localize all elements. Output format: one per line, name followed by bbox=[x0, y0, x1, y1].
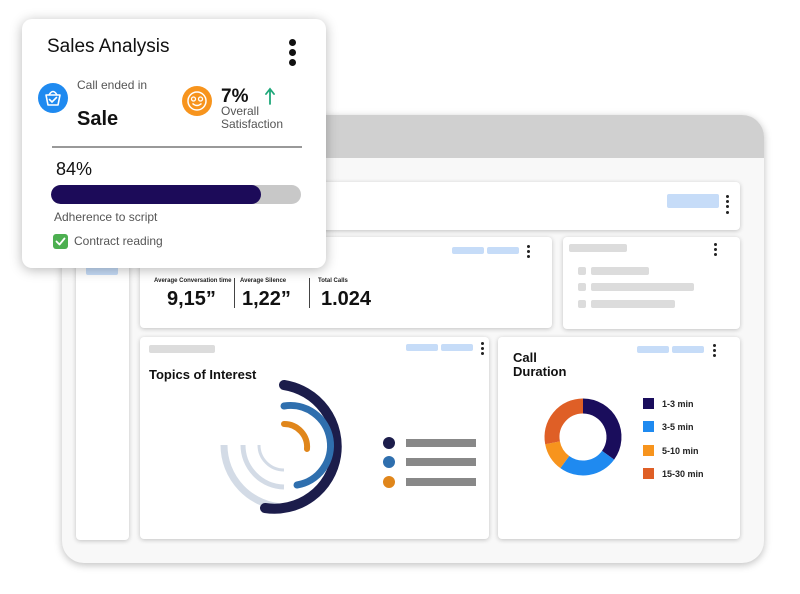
topics-legend bbox=[383, 437, 476, 488]
topics-legend-bar-3 bbox=[406, 478, 476, 486]
call-duration-title-line2: Duration bbox=[513, 364, 567, 379]
satisfaction-label: Overall Satisfaction bbox=[221, 104, 284, 131]
donut-slice-3 bbox=[545, 440, 570, 469]
list-line-3 bbox=[591, 300, 675, 308]
list-bullet-2 bbox=[578, 283, 586, 291]
legend-label-2: 3-5 min bbox=[662, 422, 694, 432]
list-header-placeholder bbox=[569, 244, 627, 252]
adherence-label: Adherence to script bbox=[54, 210, 158, 224]
call-duration-title-line1: Call bbox=[513, 350, 537, 365]
arrow-up-icon bbox=[265, 87, 275, 105]
topics-radial-chart bbox=[220, 380, 476, 514]
legend-swatch-3 bbox=[643, 445, 654, 456]
topics-menu-icon[interactable] bbox=[481, 342, 485, 357]
stats-menu-icon[interactable] bbox=[527, 245, 531, 260]
call-status-label: Call ended in bbox=[77, 78, 148, 92]
sidebar-panel bbox=[76, 240, 129, 540]
sales-analysis-title: Sales Analysis bbox=[47, 36, 170, 57]
list-line-1 bbox=[591, 267, 649, 275]
call-duration-donut-chart bbox=[544, 398, 622, 476]
call-result: Sale bbox=[77, 108, 119, 130]
legend-label-1: 1-3 min bbox=[662, 399, 694, 409]
topics-arc-outer bbox=[260, 380, 342, 514]
adherence-progress-track bbox=[51, 185, 301, 204]
legend-swatch-1 bbox=[643, 398, 654, 409]
sidebar-active-item[interactable] bbox=[86, 265, 118, 275]
topics-placeholder-chip-2 bbox=[441, 344, 473, 351]
topics-placeholder-chip-1 bbox=[406, 344, 438, 351]
duration-placeholder-chip-1 bbox=[637, 346, 669, 353]
topics-header-placeholder bbox=[149, 345, 215, 353]
list-bullet-3 bbox=[578, 300, 586, 308]
donut-slice-4 bbox=[544, 398, 584, 445]
shopping-basket-icon bbox=[38, 83, 68, 113]
list-line-2 bbox=[591, 283, 694, 291]
total-calls-value: 1.024 bbox=[321, 288, 372, 310]
donut-slice-2 bbox=[560, 450, 615, 476]
legend-label-4: 15-30 min bbox=[662, 469, 704, 479]
avg-silence-label: Average Silence bbox=[240, 278, 287, 284]
card-menu-icon[interactable] bbox=[289, 39, 297, 66]
contract-reading-label: Contract reading bbox=[74, 234, 163, 248]
checkmark-icon bbox=[55, 237, 66, 246]
list-panel bbox=[563, 237, 740, 329]
topics-arc-inner bbox=[281, 420, 311, 452]
avg-silence-value: 1,22” bbox=[242, 288, 291, 310]
legend-swatch-2 bbox=[643, 421, 654, 432]
total-calls-label: Total Calls bbox=[318, 278, 348, 284]
stats-divider-2 bbox=[309, 278, 310, 308]
donut-slice-1 bbox=[582, 398, 622, 460]
adherence-value: 84% bbox=[56, 159, 93, 179]
avg-conversation-label: Average Conversation time bbox=[154, 278, 232, 284]
sales-analysis-card: Sales Analysis Call ended in Sale 7% Ove… bbox=[22, 19, 326, 268]
topics-legend-dot-1 bbox=[383, 437, 395, 449]
topics-panel: Topics of Interest bbox=[140, 337, 489, 539]
duration-menu-icon[interactable] bbox=[713, 344, 717, 359]
topics-legend-bar-1 bbox=[406, 439, 476, 447]
topics-arc-group bbox=[220, 380, 342, 514]
stats-placeholder-chip-2 bbox=[487, 247, 519, 254]
contract-reading-checkbox[interactable] bbox=[53, 234, 68, 249]
adherence-progress-fill bbox=[51, 185, 261, 204]
stats-placeholder-chip-1 bbox=[452, 247, 484, 254]
call-duration-panel: Call Duration 1-3 min 3-5 min 5-10 min 1… bbox=[498, 337, 740, 539]
topics-arc-inner-track bbox=[257, 444, 285, 472]
topics-legend-dot-3 bbox=[383, 476, 395, 488]
duration-placeholder-chip-2 bbox=[672, 346, 704, 353]
topics-title: Topics of Interest bbox=[149, 367, 257, 382]
topics-arc-middle bbox=[280, 401, 335, 489]
topics-arc-middle-track bbox=[240, 444, 285, 490]
list-bullet-1 bbox=[578, 267, 586, 275]
topics-legend-dot-2 bbox=[383, 456, 395, 468]
avg-conversation-value: 9,15” bbox=[167, 288, 216, 310]
card-divider bbox=[52, 146, 302, 148]
satisfaction-face-icon bbox=[182, 86, 212, 116]
list-menu-icon[interactable] bbox=[714, 243, 718, 258]
legend-label-3: 5-10 min bbox=[662, 446, 699, 456]
header-placeholder-chip[interactable] bbox=[667, 194, 719, 208]
satisfaction-value: 7% bbox=[221, 86, 249, 107]
legend-swatch-4 bbox=[643, 468, 654, 479]
topics-legend-bar-2 bbox=[406, 458, 476, 466]
header-menu-icon[interactable] bbox=[726, 195, 730, 216]
stats-divider-1 bbox=[234, 278, 235, 308]
